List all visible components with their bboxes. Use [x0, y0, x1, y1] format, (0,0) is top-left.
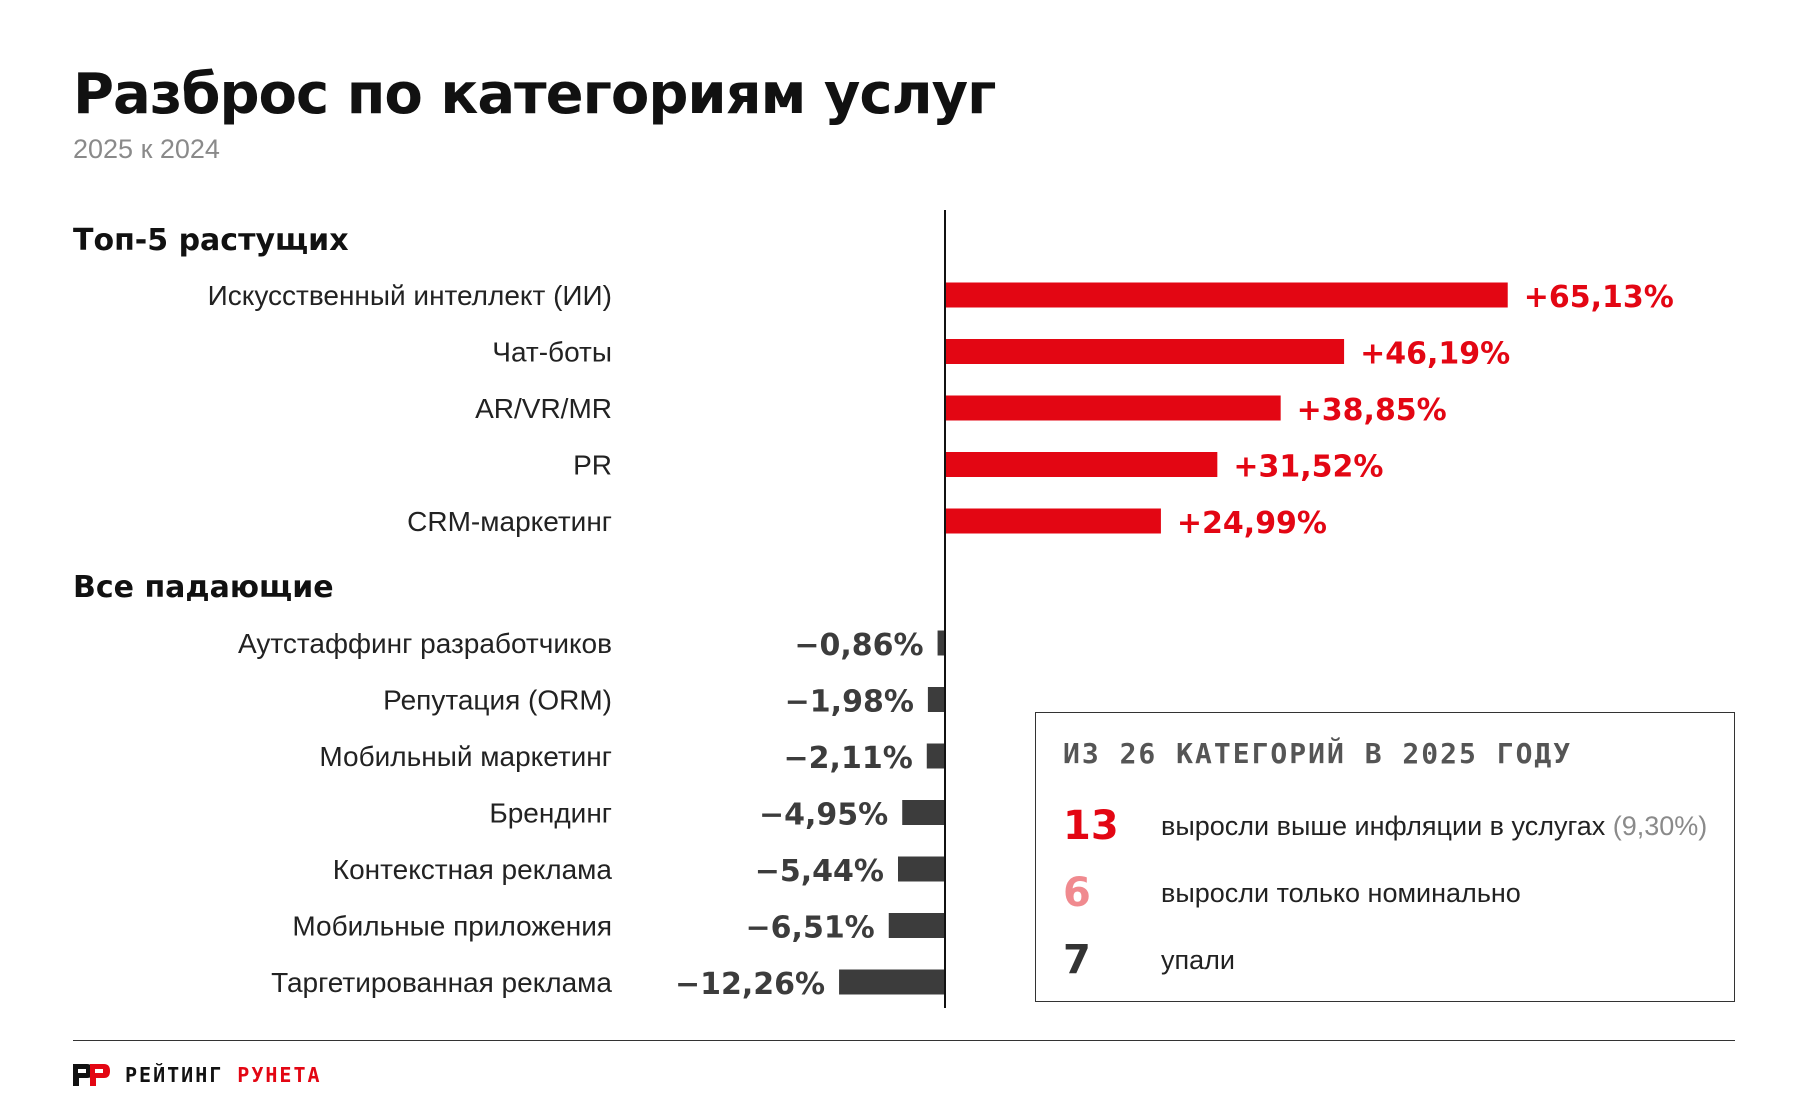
- category-label: Брендинг: [489, 798, 612, 829]
- category-label: Мобильный маркетинг: [319, 741, 612, 772]
- footer-logo: РЕЙТИНГ РУНЕТА: [73, 1060, 322, 1090]
- data-label: −12,26%: [675, 967, 825, 1002]
- summary-row-fell: 7 упали: [1063, 937, 1713, 993]
- summary-box: ИЗ 26 КАТЕГОРИЙ В 2025 ГОДУ 13 выросли в…: [1035, 712, 1735, 1002]
- bar-negative: [927, 687, 945, 712]
- category-label: Контекстная реклама: [333, 854, 613, 885]
- bar-negative: [888, 913, 945, 938]
- summary-row-above-inflation: 13 выросли выше инфляции в услугах (9,30…: [1063, 803, 1713, 859]
- category-label: Искусственный интеллект (ИИ): [208, 280, 612, 311]
- summary-count-above-inflation: 13: [1063, 803, 1119, 849]
- summary-title: ИЗ 26 КАТЕГОРИЙ В 2025 ГОДУ: [1063, 737, 1573, 770]
- bar-negative: [937, 630, 945, 656]
- category-label: AR/VR/MR: [475, 393, 612, 424]
- section-heading-all-falling: Все падающие: [73, 570, 334, 605]
- logo-word-runet: РУНЕТА: [237, 1063, 322, 1087]
- bar-positive: [945, 395, 1281, 421]
- bar-chart: Топ-5 растущих Искусственный интеллект (И…: [73, 210, 1674, 1008]
- category-label: Репутация (ORM): [383, 685, 612, 716]
- data-label: −6,51%: [746, 911, 875, 946]
- bar-positive: [945, 508, 1161, 534]
- summary-label-above-inflation: выросли выше инфляции в услугах: [1161, 811, 1606, 841]
- summary-row-nominal: 6 выросли только номинально: [1063, 870, 1713, 926]
- section-heading-top-growing: Топ-5 растущих: [73, 223, 349, 258]
- category-label: Таргетированная реклама: [271, 967, 612, 998]
- bar-positive: [945, 339, 1345, 364]
- category-label: Аутстаффинг разработчиков: [238, 628, 612, 659]
- data-label: +24,99%: [1177, 506, 1327, 541]
- chart-subtitle: 2025 к 2024: [73, 134, 220, 164]
- data-label: −5,44%: [755, 854, 884, 889]
- data-label: −0,86%: [794, 628, 923, 663]
- bar-negative: [902, 800, 945, 825]
- category-label: Мобильные приложения: [292, 911, 612, 942]
- data-label: +65,13%: [1524, 280, 1674, 315]
- bar-positive: [945, 452, 1218, 477]
- summary-label-fell: упали: [1161, 945, 1235, 975]
- logo-word-rating: РЕЙТИНГ: [125, 1063, 224, 1087]
- bar-positive: [945, 282, 1508, 308]
- data-label: +38,85%: [1297, 393, 1447, 428]
- category-label: CRM-маркетинг: [407, 506, 612, 537]
- data-label: +46,19%: [1360, 337, 1510, 372]
- bar-negative: [897, 856, 945, 882]
- summary-count-fell: 7: [1063, 937, 1091, 983]
- brand-logo-icon: [73, 1064, 110, 1086]
- data-label: +31,52%: [1233, 450, 1383, 485]
- summary-text-above-inflation: выросли выше инфляции в услугах (9,30%): [1161, 811, 1707, 842]
- summary-count-nominal: 6: [1063, 870, 1091, 916]
- chart-title: Разброс по категориям услуг: [73, 62, 996, 127]
- data-label: −1,98%: [785, 685, 914, 720]
- data-label: −4,95%: [759, 798, 888, 833]
- category-label: Чат-боты: [492, 337, 612, 368]
- data-label: −2,11%: [784, 741, 913, 776]
- summary-note-inflation: (9,30%): [1612, 811, 1708, 841]
- category-label: PR: [573, 450, 612, 481]
- summary-label-nominal: выросли только номинально: [1161, 878, 1521, 908]
- bar-negative: [839, 969, 945, 995]
- footer-divider: [73, 1040, 1735, 1041]
- bar-negative: [926, 743, 945, 769]
